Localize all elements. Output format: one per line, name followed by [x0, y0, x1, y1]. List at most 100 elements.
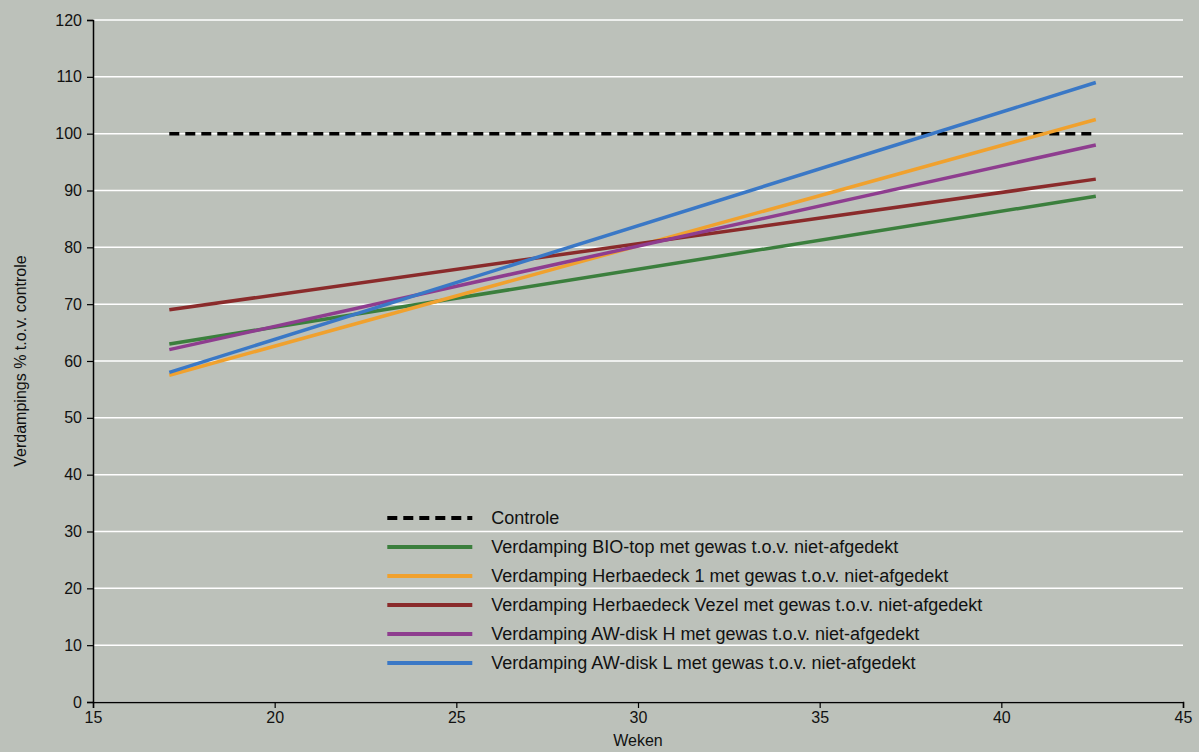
tick-mark [820, 702, 821, 708]
tick: 35 [811, 702, 829, 726]
tick-label: 35 [811, 709, 829, 726]
tick-mark [87, 475, 93, 476]
series-line [169, 179, 1096, 310]
grid-line [93, 303, 1183, 305]
legend-swatch [387, 574, 472, 578]
tick: 20 [266, 702, 284, 726]
legend-item: Controle [387, 508, 559, 528]
tick-mark [87, 418, 93, 419]
tick-label: 40 [993, 709, 1011, 726]
legend-item: Verdamping AW-disk H met gewas t.o.v. ni… [387, 624, 919, 644]
grid-line [93, 76, 1183, 78]
tick-mark [87, 77, 93, 78]
grid-line [93, 474, 1183, 476]
tick: 70 [64, 296, 93, 313]
tick: 30 [630, 702, 648, 726]
tick-label: 100 [55, 125, 82, 142]
series-line [169, 132, 1096, 136]
grid-line [93, 19, 1183, 21]
legend-label: Verdamping AW-disk H met gewas t.o.v. ni… [491, 624, 919, 644]
tick-label: 10 [64, 637, 82, 654]
axis-line [94, 703, 1184, 709]
tick-mark [275, 702, 276, 708]
tick: 40 [64, 466, 93, 483]
legend-label: Verdamping BIO-top met gewas t.o.v. niet… [491, 537, 898, 557]
x-axis: 15 20 25 30 35 40 45 [85, 702, 1193, 726]
background [0, 0, 1199, 752]
tick-mark [87, 134, 93, 135]
series-line [169, 145, 1096, 350]
tick-label: 60 [64, 353, 82, 370]
tick: 25 [448, 702, 466, 726]
x-axis-title: Weken [613, 732, 663, 749]
legend-label: Verdamping AW-disk L met gewas t.o.v. ni… [491, 653, 915, 673]
legend-item: Verdamping Herbaedeck Vezel met gewas t.… [387, 595, 982, 615]
tick-mark [87, 531, 93, 532]
grid-line [93, 360, 1183, 362]
tick: 90 [64, 182, 93, 199]
legend-label: Verdamping Herbaedeck 1 met gewas t.o.v.… [491, 566, 948, 586]
tick-label: 30 [64, 523, 82, 540]
legend-swatch [387, 661, 472, 665]
grid-line [93, 417, 1183, 419]
legend-swatch [387, 545, 472, 549]
tick: 15 [85, 702, 103, 726]
tick: 100 [55, 125, 93, 142]
series-line [169, 196, 1096, 344]
tick: 30 [64, 523, 93, 540]
tick: 50 [64, 409, 93, 426]
legend-item: Verdamping AW-disk L met gewas t.o.v. ni… [387, 653, 915, 673]
tick: 10 [64, 637, 93, 654]
series-line [169, 83, 1096, 373]
tick: 80 [64, 239, 93, 256]
tick: 60 [64, 353, 93, 370]
tick-mark [87, 702, 93, 703]
legend-swatch [387, 516, 472, 520]
tick-mark [456, 702, 457, 708]
tick-mark [87, 304, 93, 305]
tick-label: 30 [630, 709, 648, 726]
legend-label: Verdamping Herbaedeck Vezel met gewas t.… [491, 595, 982, 615]
tick-label: 110 [56, 68, 82, 85]
tick-label: 120 [55, 12, 82, 29]
series-line [169, 119, 1096, 375]
lines [169, 83, 1096, 376]
tick-label: 90 [64, 182, 82, 199]
tick-label: 25 [448, 709, 466, 726]
tick-label: 80 [64, 239, 82, 256]
tick: 20 [64, 580, 93, 597]
y-axis: 0 10 20 30 40 50 60 70 80 90 100 110 120 [55, 12, 93, 711]
tick-mark [87, 190, 93, 191]
legend-swatch [387, 632, 472, 636]
tick-mark [87, 361, 93, 362]
tick: 0 [73, 694, 93, 711]
tick-mark [1183, 702, 1184, 708]
tick-mark [87, 645, 93, 646]
tick-label: 0 [73, 694, 82, 711]
tick: 120 [55, 12, 93, 29]
grid-line [93, 644, 1183, 646]
grid-line [93, 588, 1183, 590]
legend-swatch [387, 603, 472, 607]
legend-item: Verdamping Herbaedeck 1 met gewas t.o.v.… [387, 566, 948, 586]
tick-label: 50 [64, 409, 82, 426]
legend-item: Verdamping BIO-top met gewas t.o.v. niet… [387, 537, 898, 557]
tick-mark [638, 702, 639, 708]
y-axis-title: Verdampings % t.o.v. controle [12, 255, 29, 466]
tick-mark [1001, 702, 1002, 708]
axis-line [87, 21, 94, 703]
tick: 110 [56, 68, 93, 85]
tick-mark [87, 588, 93, 589]
plot: 15 20 25 30 35 40 45 0 10 20 30 40 50 60 70 80 90 100 110 1… [55, 12, 1192, 727]
tick: 45 [1175, 702, 1193, 726]
tick-label: 40 [64, 466, 82, 483]
tick-label: 20 [266, 709, 284, 726]
tick-mark [87, 247, 93, 248]
tick-label: 20 [64, 580, 82, 597]
grid [93, 20, 1183, 702]
tick-label: 70 [64, 296, 82, 313]
legend-label: Controle [491, 508, 559, 528]
tick-label: 45 [1175, 709, 1193, 726]
grid-line [93, 531, 1183, 533]
legend: Controle Verdamping BIO-top met gewas t.o… [387, 508, 982, 673]
